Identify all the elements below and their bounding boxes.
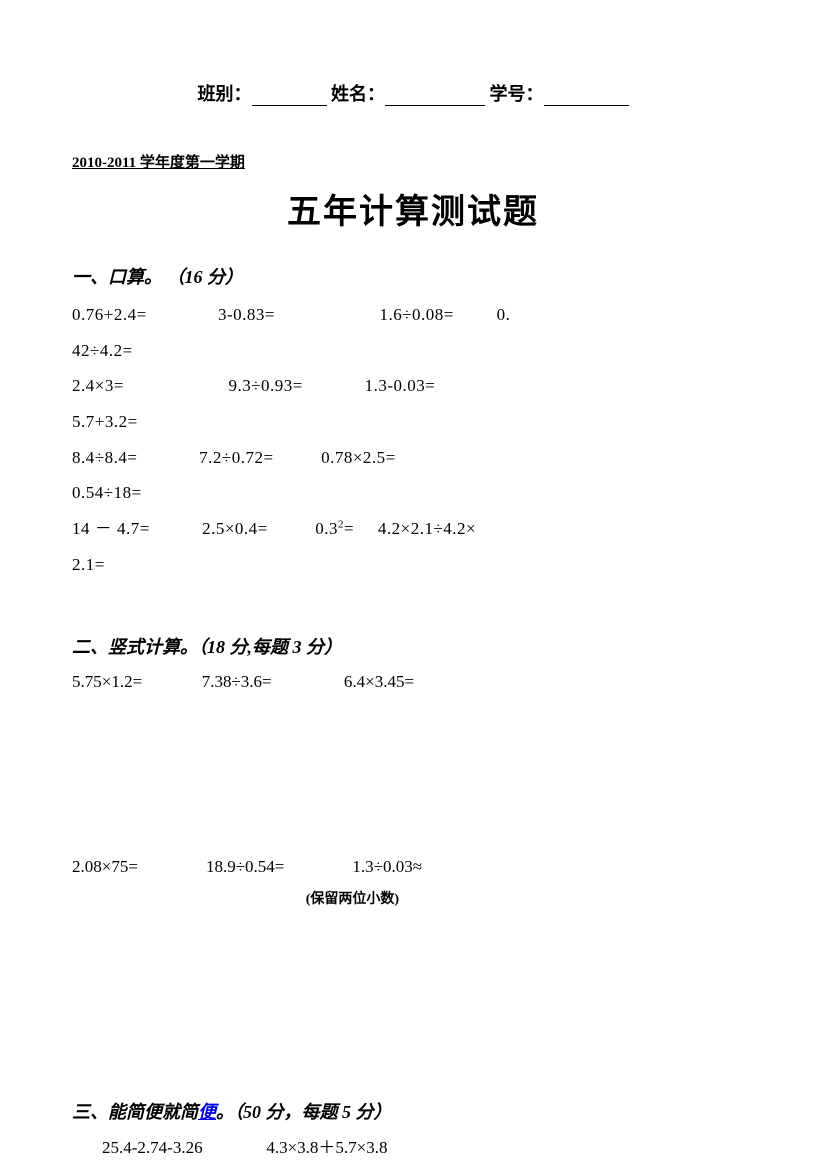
section3-suffix: 。（50 分，每题 5 分） <box>216 1102 392 1122</box>
name-blank <box>385 86 485 106</box>
vertical-row-2-note: (保留两位小数) <box>72 883 754 914</box>
id-label: 学号： <box>490 84 544 104</box>
mental-row-4: 5.7+3.2= <box>72 404 754 440</box>
mental-row-7: 14 － 4.7= 2.5×0.4= 0.32= 4.2×2.1÷4.2× <box>72 511 754 547</box>
vertical-row-1: 5.75×1.2= 7.38÷3.6= 6.4×3.45= <box>72 667 754 698</box>
section2: 二、竖式计算。（18 分,每题 3 分） 5.75×1.2= 7.38÷3.6=… <box>72 633 754 1099</box>
mental-row-2: 42÷4.2= <box>72 333 754 369</box>
vertical-row-2: 2.08×75= 18.9÷0.54= 1.3÷0.03≈ <box>72 852 754 883</box>
mental-row-5: 8.4÷8.4= 7.2÷0.72= 0.78×2.5= <box>72 440 754 476</box>
mental-row-6: 0.54÷18= <box>72 475 754 511</box>
mental-row-3: 2.4×3= 9.3÷0.93= 1.3-0.03= <box>72 368 754 404</box>
name-label: 姓名： <box>331 84 385 104</box>
semester-line: 2010-2011 学年度第一学期 <box>72 151 754 172</box>
simplify-row-1: 25.4-2.74-3.26 4.3×3.8＋5.7×3.8 <box>72 1134 754 1161</box>
section1-points: （16 分） <box>167 267 244 287</box>
section3-link-char: 便 <box>198 1102 216 1122</box>
page-title: 五年计算测试题 <box>72 184 754 233</box>
section3-prefix: 三、能简便就简 <box>72 1102 198 1122</box>
class-blank <box>252 86 327 106</box>
section1-prefix: 一、口算。 <box>72 267 162 287</box>
section3: 三、能简便就简便。（50 分，每题 5 分） 25.4-2.74-3.26 4.… <box>72 1098 754 1161</box>
section1-heading: 一、口算。 （16 分） <box>72 263 754 289</box>
student-info-header: 班别： 姓名： 学号： <box>72 80 754 106</box>
class-label: 班别： <box>198 84 252 104</box>
section2-heading: 二、竖式计算。（18 分,每题 3 分） <box>72 633 754 659</box>
mental-row-1: 0.76+2.4= 3-0.83= 1.6÷0.08= 0. <box>72 297 754 333</box>
work-space-1 <box>72 697 754 852</box>
section3-heading: 三、能简便就简便。（50 分，每题 5 分） <box>72 1098 754 1124</box>
work-space-2 <box>72 913 754 1098</box>
id-blank <box>544 86 629 106</box>
mental-row-8: 2.1= <box>72 547 754 583</box>
section1: 一、口算。 （16 分） 0.76+2.4= 3-0.83= 1.6÷0.08=… <box>72 263 754 583</box>
